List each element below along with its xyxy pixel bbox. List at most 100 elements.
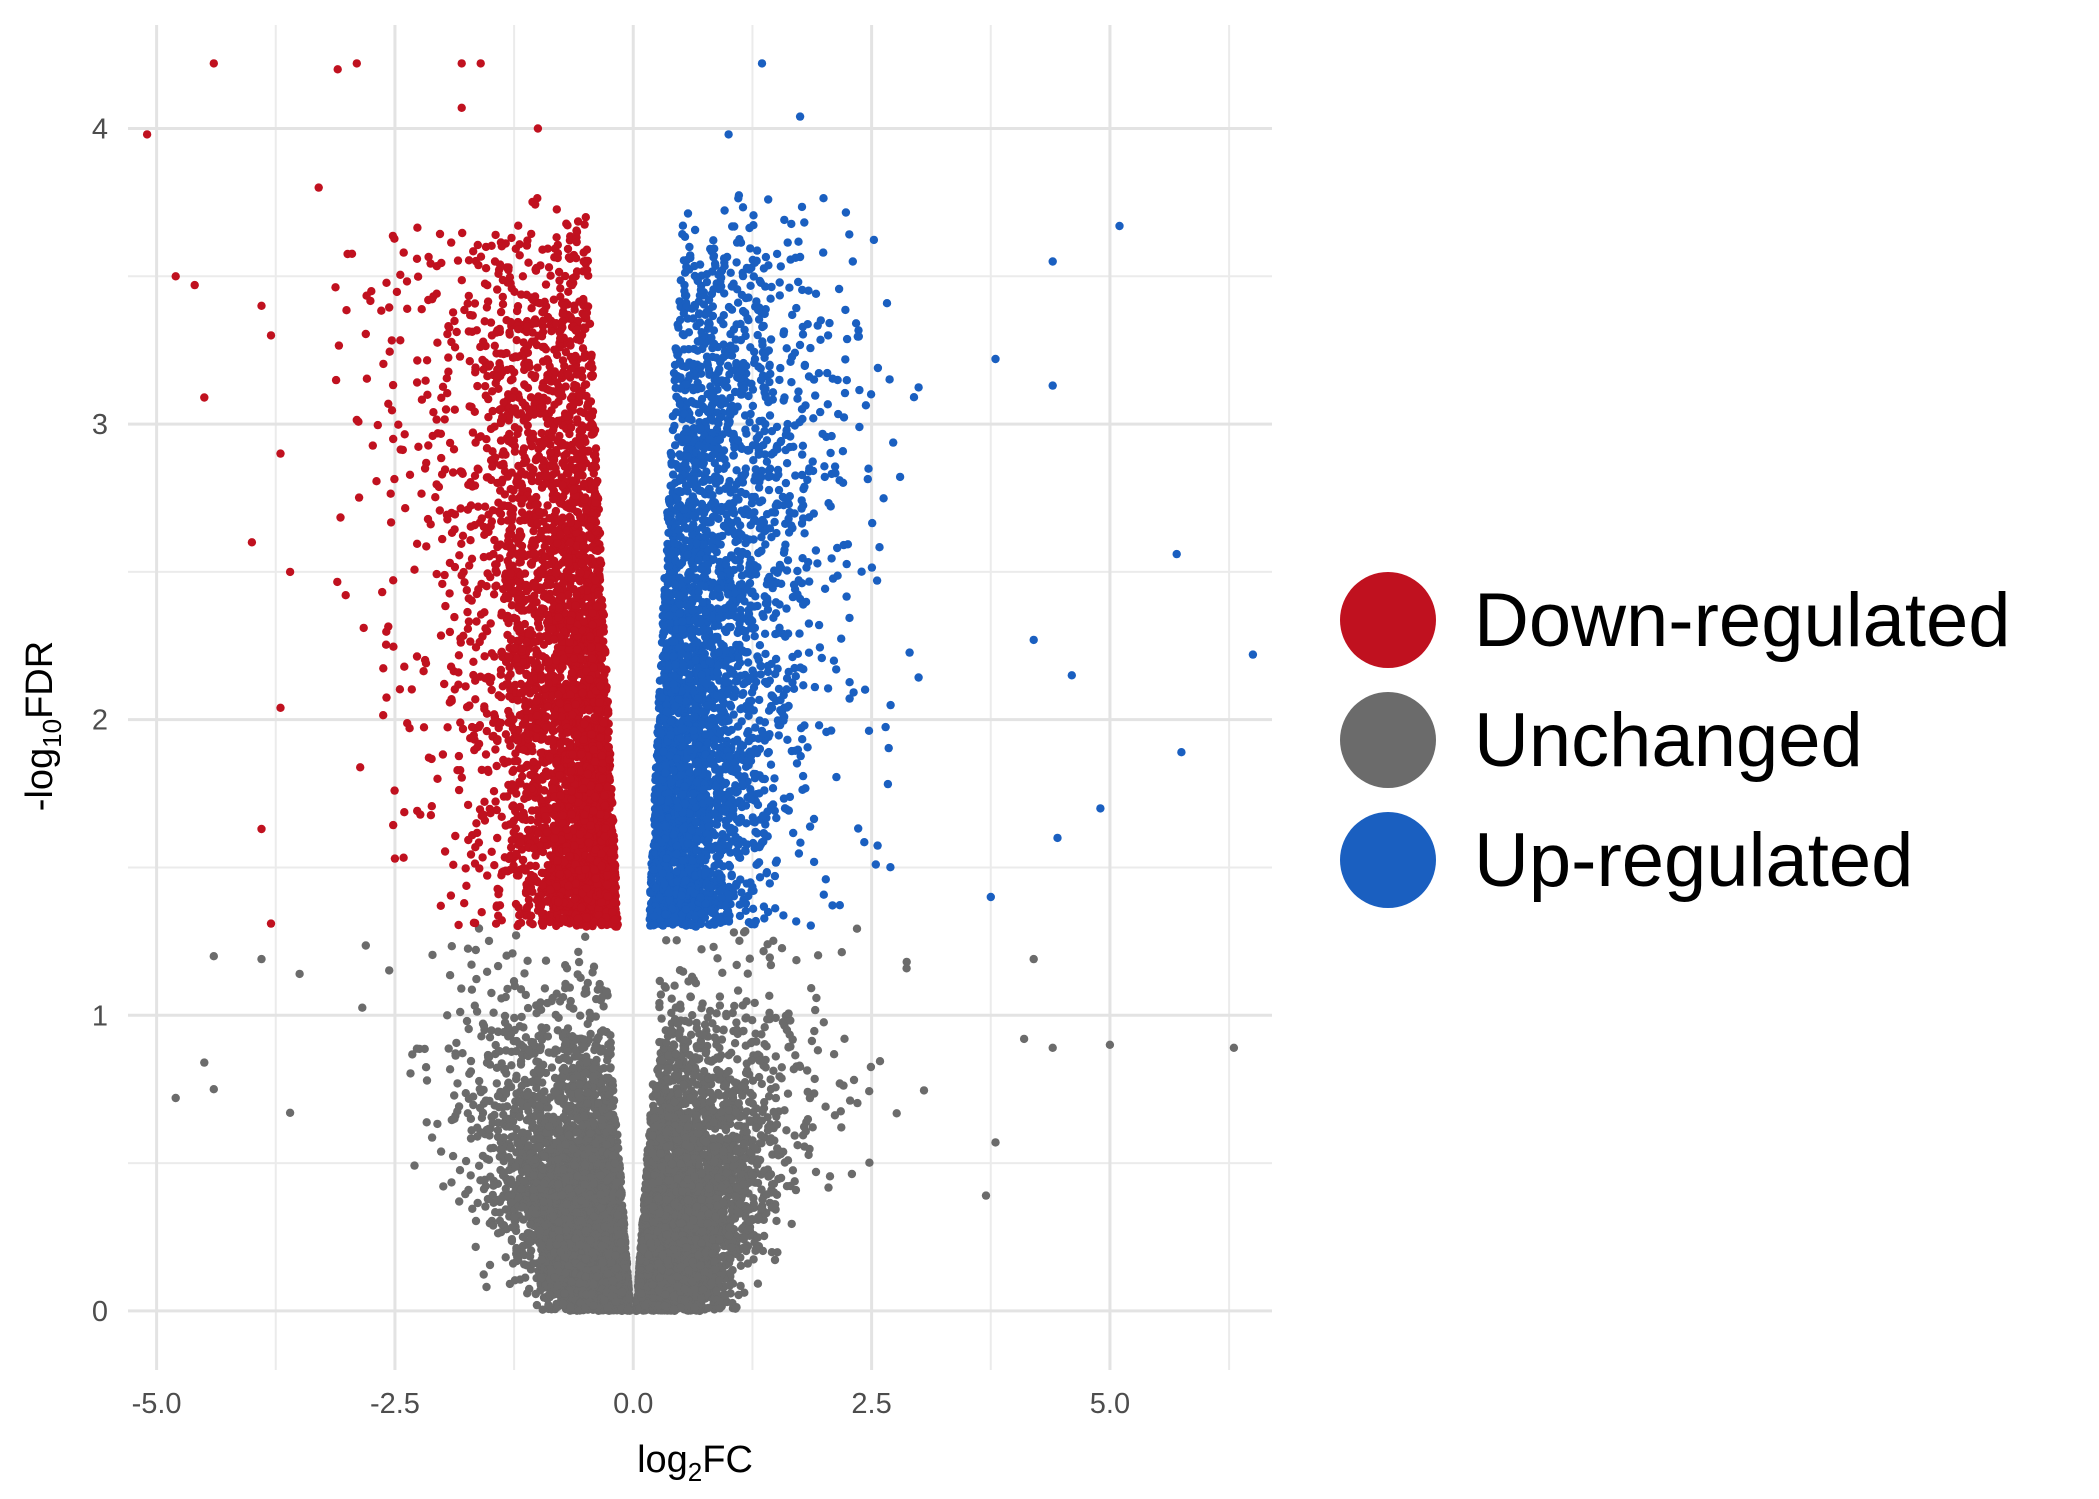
data-point [445, 971, 455, 980]
data-point [421, 1063, 431, 1072]
data-point [453, 1079, 462, 1088]
data-point [408, 1050, 417, 1059]
data-point [902, 957, 911, 967]
data-point [586, 1029, 595, 1039]
data-point [875, 1057, 885, 1066]
data-point [458, 1049, 467, 1058]
data-point [810, 1074, 819, 1084]
data-point [448, 1151, 458, 1161]
data-point [697, 945, 706, 954]
data-point [735, 936, 744, 945]
data-point [853, 1098, 862, 1108]
data-point [725, 1281, 734, 1290]
data-point [793, 1141, 802, 1150]
data-point [825, 1172, 835, 1181]
data-point [489, 1008, 498, 1017]
data-point [791, 1051, 800, 1060]
data-point [385, 966, 394, 975]
data-point [737, 1082, 747, 1091]
data-point [760, 1040, 769, 1049]
series-unchanged [171, 924, 1239, 1316]
data-point [738, 1091, 747, 1100]
data-point [782, 1182, 792, 1191]
data-point [661, 983, 670, 992]
data-points [142, 59, 1258, 1316]
data-point [471, 1242, 480, 1252]
data-point [436, 1147, 446, 1156]
data-point [684, 1018, 694, 1027]
data-point [516, 1060, 526, 1069]
data-point [443, 1011, 452, 1020]
data-point [482, 1282, 491, 1292]
data-point [733, 1055, 742, 1064]
data-point [750, 998, 759, 1008]
data-point [718, 968, 727, 977]
data-point [847, 1169, 857, 1179]
data-point [902, 964, 911, 973]
data-point [813, 951, 823, 960]
data-point [455, 1197, 464, 1206]
data-point [511, 931, 521, 940]
data-point [807, 1036, 817, 1046]
data-point [447, 1178, 456, 1187]
data-point [523, 1289, 532, 1298]
data-point [837, 1123, 846, 1132]
data-point [520, 969, 529, 978]
data-point [772, 1120, 782, 1129]
data-point [732, 960, 741, 970]
data-point [771, 1052, 780, 1061]
data-point [770, 1255, 780, 1265]
data-point [836, 1107, 845, 1116]
data-point [540, 984, 550, 993]
data-point [517, 1081, 526, 1091]
data-point [745, 954, 754, 963]
data-point [819, 1018, 828, 1027]
data-point [732, 1018, 741, 1027]
data-point [477, 1032, 486, 1041]
data-point [589, 962, 599, 971]
data-point [728, 1008, 737, 1018]
data-point [748, 1016, 757, 1025]
data-point [865, 1158, 874, 1167]
data-point [733, 986, 743, 995]
data-point [849, 1075, 859, 1085]
data-point [569, 1004, 578, 1013]
data-point [852, 924, 862, 933]
data-point [752, 1123, 761, 1133]
data-point [753, 1178, 763, 1188]
data-point [428, 950, 437, 960]
data-point [444, 1044, 453, 1053]
data-point [501, 1253, 510, 1262]
data-point [760, 1022, 769, 1032]
data-point [811, 1167, 821, 1177]
data-point [463, 944, 473, 953]
data-point [481, 1202, 490, 1211]
data-point [521, 1033, 531, 1042]
data-point [518, 1128, 528, 1137]
data-point [803, 1066, 812, 1075]
data-point [493, 961, 503, 971]
data-point [500, 1011, 510, 1021]
data-point [512, 1036, 521, 1046]
data-point [461, 1156, 471, 1166]
data-point [581, 932, 590, 941]
data-point [566, 996, 575, 1006]
data-point [792, 956, 801, 965]
data-point [484, 936, 494, 946]
data-point [657, 1014, 666, 1023]
data-point [748, 1091, 757, 1100]
data-point [688, 1011, 697, 1020]
data-point [406, 1069, 415, 1078]
data-point [766, 960, 776, 970]
data-point [453, 1107, 462, 1116]
data-point [540, 1087, 549, 1096]
data-point [715, 1001, 725, 1010]
data-point [479, 1021, 489, 1030]
data-point [813, 1046, 823, 1055]
data-point [865, 1087, 874, 1096]
data-point [487, 988, 496, 998]
data-point [462, 1016, 472, 1026]
data-point [670, 981, 679, 990]
data-point [787, 1219, 796, 1229]
